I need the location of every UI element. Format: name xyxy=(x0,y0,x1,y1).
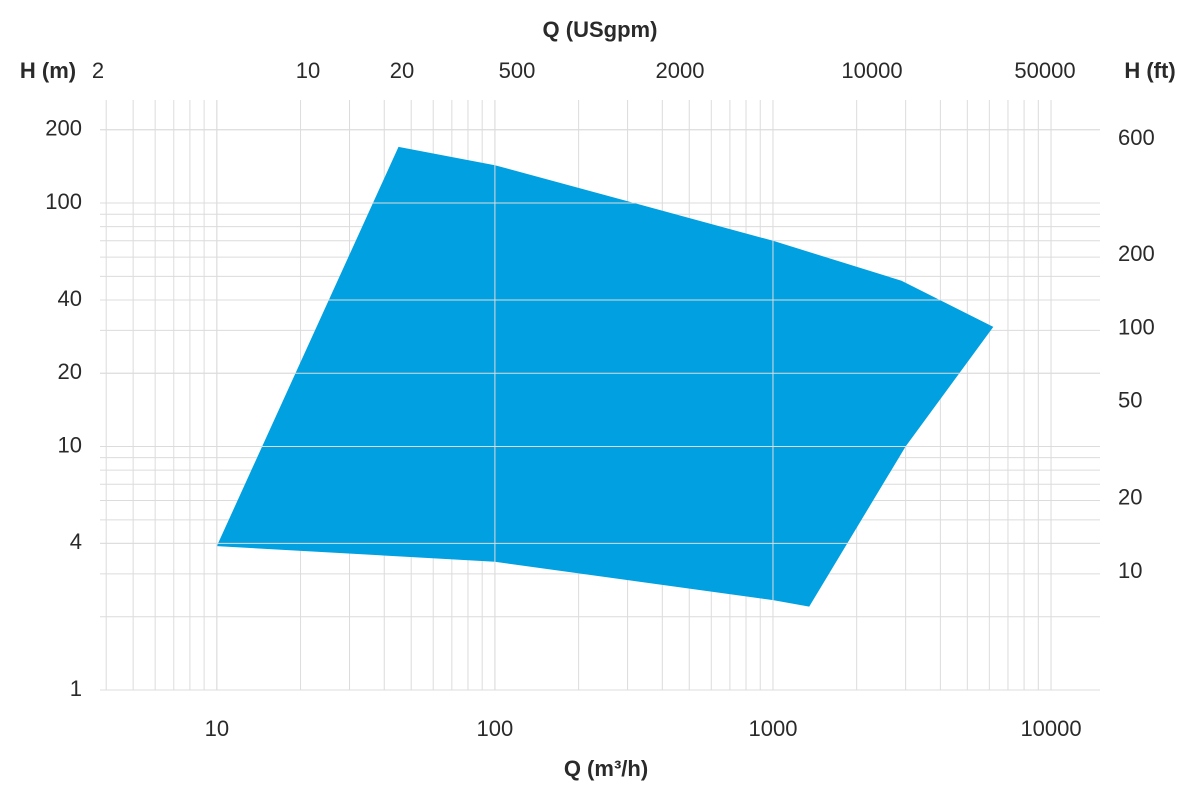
x-axis-title: Q (m³/h) xyxy=(564,756,648,781)
operating-range-area xyxy=(216,146,994,607)
top-axis-title: Q (USgpm) xyxy=(543,17,658,42)
top-tick-label: 20 xyxy=(390,58,414,83)
x-tick-label: 10000 xyxy=(1020,716,1081,741)
y-tick-label: 100 xyxy=(45,189,82,214)
y2-tick-label: 200 xyxy=(1118,241,1155,266)
top-tick-label: 50000 xyxy=(1014,58,1075,83)
y-tick-label: 1 xyxy=(70,676,82,701)
y-tick-label: 20 xyxy=(58,359,82,384)
x-tick-label: 1000 xyxy=(748,716,797,741)
y-tick-label: 40 xyxy=(58,286,82,311)
y-tick-label: 10 xyxy=(58,432,82,457)
top-tick-label: 10000 xyxy=(841,58,902,83)
y2-tick-label: 10 xyxy=(1118,558,1142,583)
top-tick-label: 2 xyxy=(92,58,104,83)
top-tick-label: 500 xyxy=(499,58,536,83)
y2-tick-label: 20 xyxy=(1118,485,1142,510)
y2-tick-label: 600 xyxy=(1118,125,1155,150)
top-tick-label: 2000 xyxy=(656,58,705,83)
x-tick-label: 10 xyxy=(205,716,229,741)
top-tick-label: 10 xyxy=(296,58,320,83)
y2-axis-title: H (ft) xyxy=(1124,58,1175,83)
y-tick-label: 4 xyxy=(70,529,82,554)
y2-tick-label: 100 xyxy=(1118,314,1155,339)
y-tick-label: 200 xyxy=(45,116,82,141)
y2-tick-label: 50 xyxy=(1118,388,1142,413)
x-tick-label: 100 xyxy=(477,716,514,741)
y-axis-title: H (m) xyxy=(20,58,76,83)
